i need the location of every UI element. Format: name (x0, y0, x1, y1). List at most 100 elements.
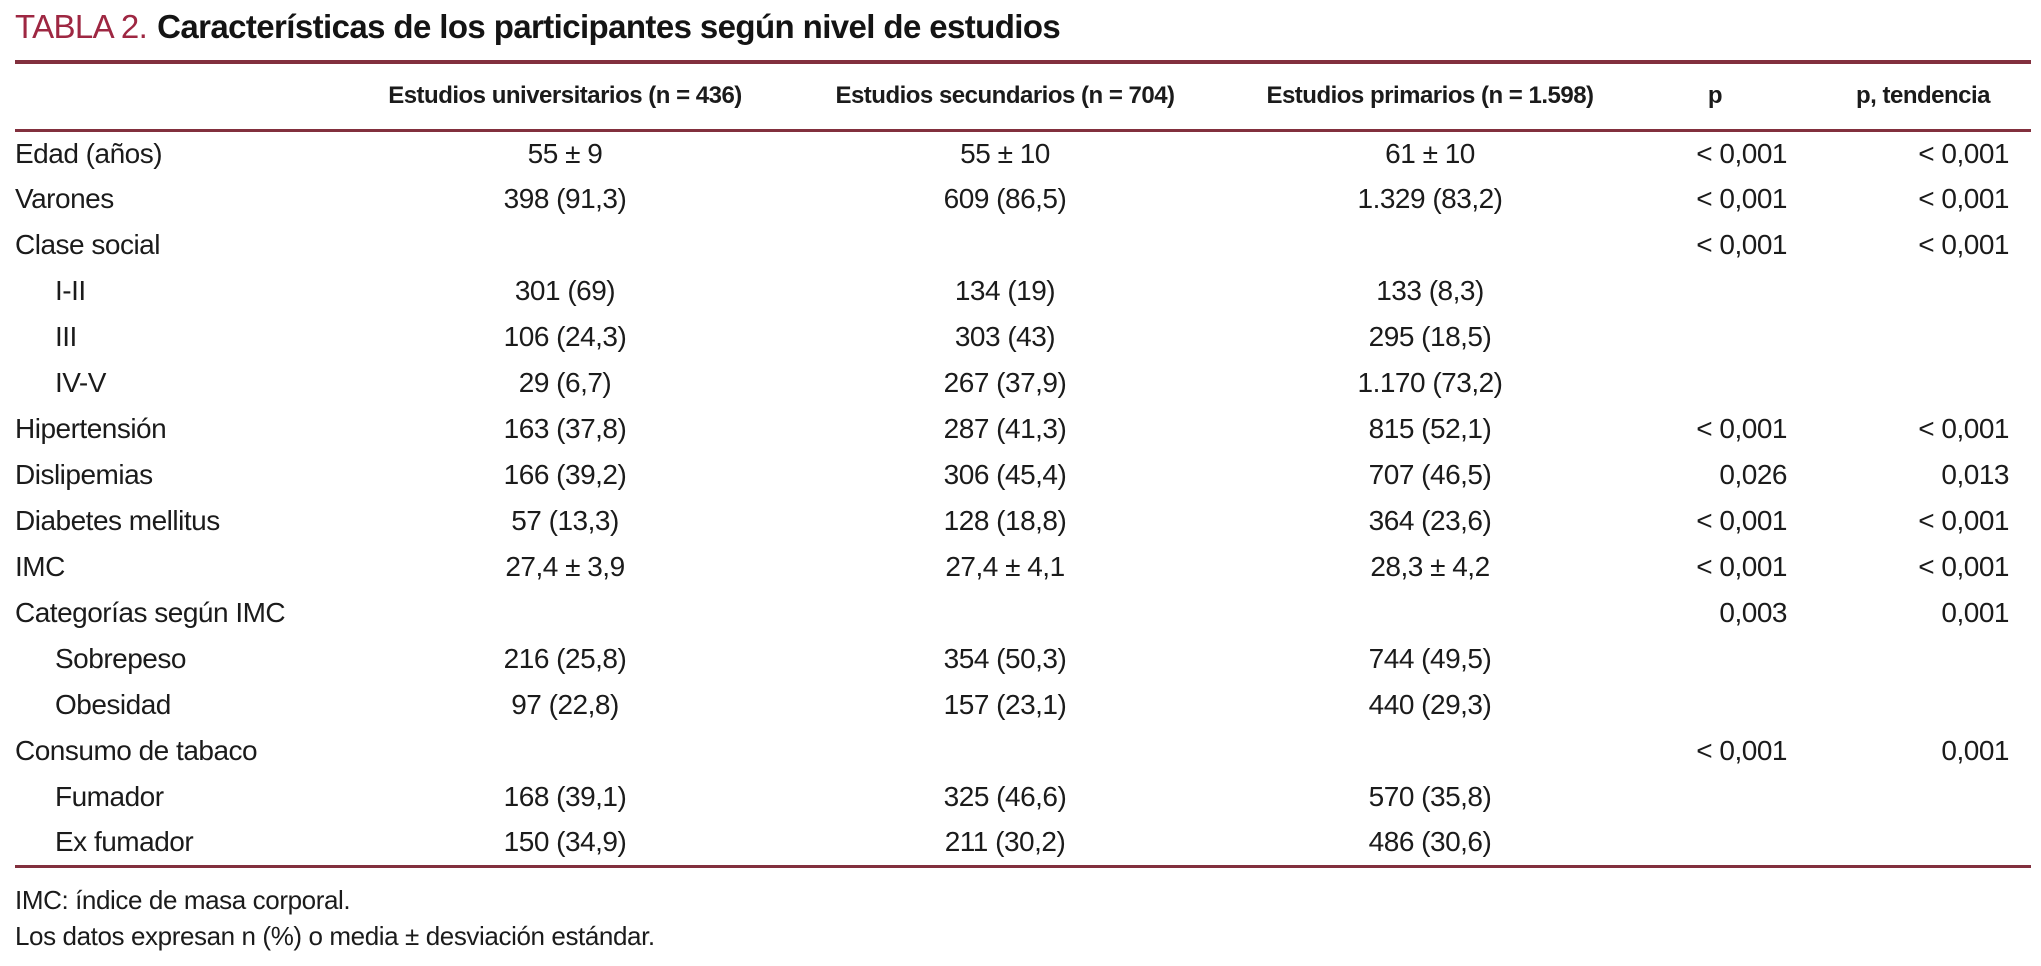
value-cell: 267 (37,9) (943, 367, 1067, 398)
value-cell: 303 (43) (954, 321, 1056, 352)
table-row: Clase social < 0,001 < 0,001 (15, 222, 2031, 268)
row-label: IV-V (55, 367, 106, 398)
p-value-cell (1615, 682, 1815, 728)
table-title-text: Características de los participantes seg… (157, 8, 1061, 45)
row-label: Varones (15, 183, 114, 214)
header-estudios-secundarios: Estudios secundarios (n = 704) (765, 64, 1245, 132)
row-label: Categorías según IMC (15, 597, 286, 628)
value-cell: 28,3 ± 4,2 (1370, 551, 1490, 582)
value-cell: 27,4 ± 4,1 (945, 551, 1065, 582)
p-value-cell (1815, 268, 2031, 314)
footnote-data-format: Los datos expresan n (%) o media ± desvi… (15, 920, 655, 951)
row-label: IMC (15, 551, 65, 582)
row-label: Edad (años) (15, 137, 163, 169)
p-value-cell: 0,001 (1941, 597, 2009, 628)
value-cell: 211 (30,2) (944, 826, 1066, 858)
value-cell: 1.329 (83,2) (1357, 183, 1504, 214)
value-cell: 163 (37,8) (503, 413, 627, 444)
table-row: Edad (años) 55 ± 9 55 ± 10 61 ± 10 < 0,001 < … (15, 130, 2031, 176)
value-cell (1245, 222, 1615, 268)
p-value-cell: < 0,001 (1918, 137, 2009, 169)
value-cell (765, 590, 1245, 636)
value-cell: 166 (39,2) (503, 459, 627, 490)
header-row: Estudios universitarios (n = 436) Estudi… (15, 64, 2031, 132)
value-cell: 61 ± 10 (1385, 137, 1475, 169)
row-label: Sobrepeso (55, 643, 186, 674)
table-row: IV-V 29 (6,7) 267 (37,9) 1.170 (73,2) (15, 360, 2031, 406)
table-body: Edad (años) 55 ± 9 55 ± 10 61 ± 10 < 0,001 < … (15, 130, 2031, 866)
value-cell: 128 (18,8) (943, 505, 1067, 536)
p-value-cell: < 0,001 (1918, 551, 2009, 582)
p-value-cell: < 0,001 (1696, 735, 1787, 766)
value-cell: 306 (45,4) (943, 459, 1067, 490)
row-label: Consumo de tabaco (15, 735, 258, 766)
value-cell: 744 (49,5) (1368, 643, 1492, 674)
p-value-cell (1615, 360, 1815, 406)
value-cell: 134 (19) (954, 275, 1056, 306)
table-header: Estudios universitarios (n = 436) Estudi… (15, 64, 2031, 132)
value-cell: 287 (41,3) (943, 413, 1067, 444)
header-characteristic (15, 64, 365, 132)
table-row: Ex fumador 150 (34,9) 211 (30,2) 486 (30,6) (15, 820, 2031, 866)
p-value-cell: < 0,001 (1918, 183, 2009, 214)
top-rule (15, 60, 2031, 64)
p-value-cell: < 0,001 (1696, 137, 1787, 169)
value-cell (365, 222, 765, 268)
footnotes: IMC: índice de masa corporal. Los datos … (15, 882, 2041, 954)
row-label: III (55, 321, 77, 352)
p-value-cell (1615, 314, 1815, 360)
value-cell: 570 (35,8) (1368, 781, 1492, 812)
p-value-cell: < 0,001 (1696, 229, 1787, 260)
table-row: Categorías según IMC 0,003 0,001 (15, 590, 2031, 636)
p-value-cell (1815, 774, 2031, 820)
value-cell (765, 728, 1245, 774)
p-value-cell (1615, 774, 1815, 820)
row-label: I-II (55, 275, 86, 306)
value-cell: 295 (18,5) (1368, 321, 1492, 352)
p-value-cell (1815, 820, 2031, 866)
header-estudios-primarios: Estudios primarios (n = 1.598) (1245, 64, 1615, 132)
value-cell: 354 (50,3) (943, 643, 1067, 674)
value-cell: 815 (52,1) (1368, 413, 1492, 444)
value-cell: 440 (29,3) (1368, 689, 1492, 720)
value-cell: 150 (34,9) (503, 826, 627, 858)
p-value-cell (1615, 636, 1815, 682)
p-value-cell: < 0,001 (1696, 413, 1787, 444)
value-cell: 106 (24,3) (503, 321, 627, 352)
value-cell: 29 (6,7) (518, 367, 612, 398)
table-number-label: TABLA 2. (15, 8, 148, 45)
value-cell (365, 590, 765, 636)
p-value-cell: 0,003 (1719, 597, 1787, 628)
table-row: Hipertensión 163 (37,8) 287 (41,3) 815 (52,… (15, 406, 2031, 452)
table-row: I-II 301 (69) 134 (19) 133 (8,3) (15, 268, 2031, 314)
p-value-cell: < 0,001 (1918, 413, 2009, 444)
table-row: Consumo de tabaco < 0,001 0,001 (15, 728, 2031, 774)
p-value-cell: < 0,001 (1918, 229, 2009, 260)
row-label: Diabetes mellitus (15, 505, 220, 536)
table-row: Fumador 168 (39,1) 325 (46,6) 570 (35,8) (15, 774, 2031, 820)
p-value-cell (1615, 268, 1815, 314)
row-label: Dislipemias (15, 459, 153, 490)
value-cell: 55 ± 9 (527, 137, 603, 169)
p-value-cell: 0,013 (1941, 459, 2009, 490)
row-label: Obesidad (55, 689, 171, 720)
header-p: p (1615, 64, 1815, 132)
value-cell: 364 (23,6) (1368, 505, 1492, 536)
p-value-cell: < 0,001 (1696, 183, 1787, 214)
value-cell: 27,4 ± 3,9 (505, 551, 625, 582)
table-row: Varones 398 (91,3) 609 (86,5) 1.329 (83,2) <… (15, 176, 2031, 222)
header-estudios-universitarios: Estudios universitarios (n = 436) (365, 64, 765, 132)
footnote-abbreviation: IMC: índice de masa corporal. (15, 884, 351, 915)
value-cell: 157 (23,1) (943, 689, 1067, 720)
value-cell (1245, 728, 1615, 774)
value-cell: 216 (25,8) (503, 643, 627, 674)
p-value-cell (1615, 820, 1815, 866)
value-cell: 168 (39,1) (503, 781, 627, 812)
table-row: Sobrepeso 216 (25,8) 354 (50,3) 744 (49,5) (15, 636, 2031, 682)
value-cell (1245, 590, 1615, 636)
row-label: Hipertensión (15, 413, 167, 444)
value-cell (765, 222, 1245, 268)
p-value-cell: < 0,001 (1696, 551, 1787, 582)
value-cell: 609 (86,5) (943, 183, 1067, 214)
